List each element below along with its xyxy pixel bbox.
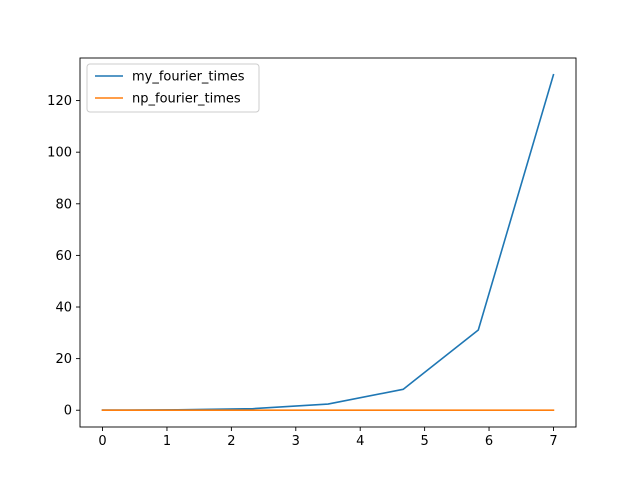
legend: my_fourier_times np_fourier_times: [86, 63, 260, 113]
x-tick-label: 6: [485, 434, 493, 449]
series-layer: [101, 73, 555, 412]
y-tick-label: 120: [47, 94, 72, 109]
y-tick-label: 20: [55, 352, 72, 367]
x-tick-label: 3: [292, 434, 300, 449]
y-tick-label: 40: [55, 301, 72, 316]
y-tick-label: 100: [47, 146, 72, 161]
y-tick-label: 80: [55, 197, 72, 212]
y-tick-label: 0: [64, 404, 72, 419]
x-tick-label: 7: [549, 434, 557, 449]
axes-layer: 0 1 2 3 4 5 6 7 0 20 40 60 80 100 120: [47, 57, 577, 449]
x-tick-label: 4: [356, 434, 364, 449]
x-tick-label: 2: [227, 434, 235, 449]
plot-frame: [79, 57, 577, 428]
x-tick-label: 1: [163, 434, 171, 449]
legend-label-np_fourier_times: np_fourier_times: [132, 92, 241, 107]
y-tick-label: 60: [55, 249, 72, 264]
legend-box: [86, 63, 260, 113]
legend-label-my_fourier_times: my_fourier_times: [132, 70, 245, 85]
x-tick-label: 5: [420, 434, 428, 449]
x-tick-label: 0: [98, 434, 106, 449]
